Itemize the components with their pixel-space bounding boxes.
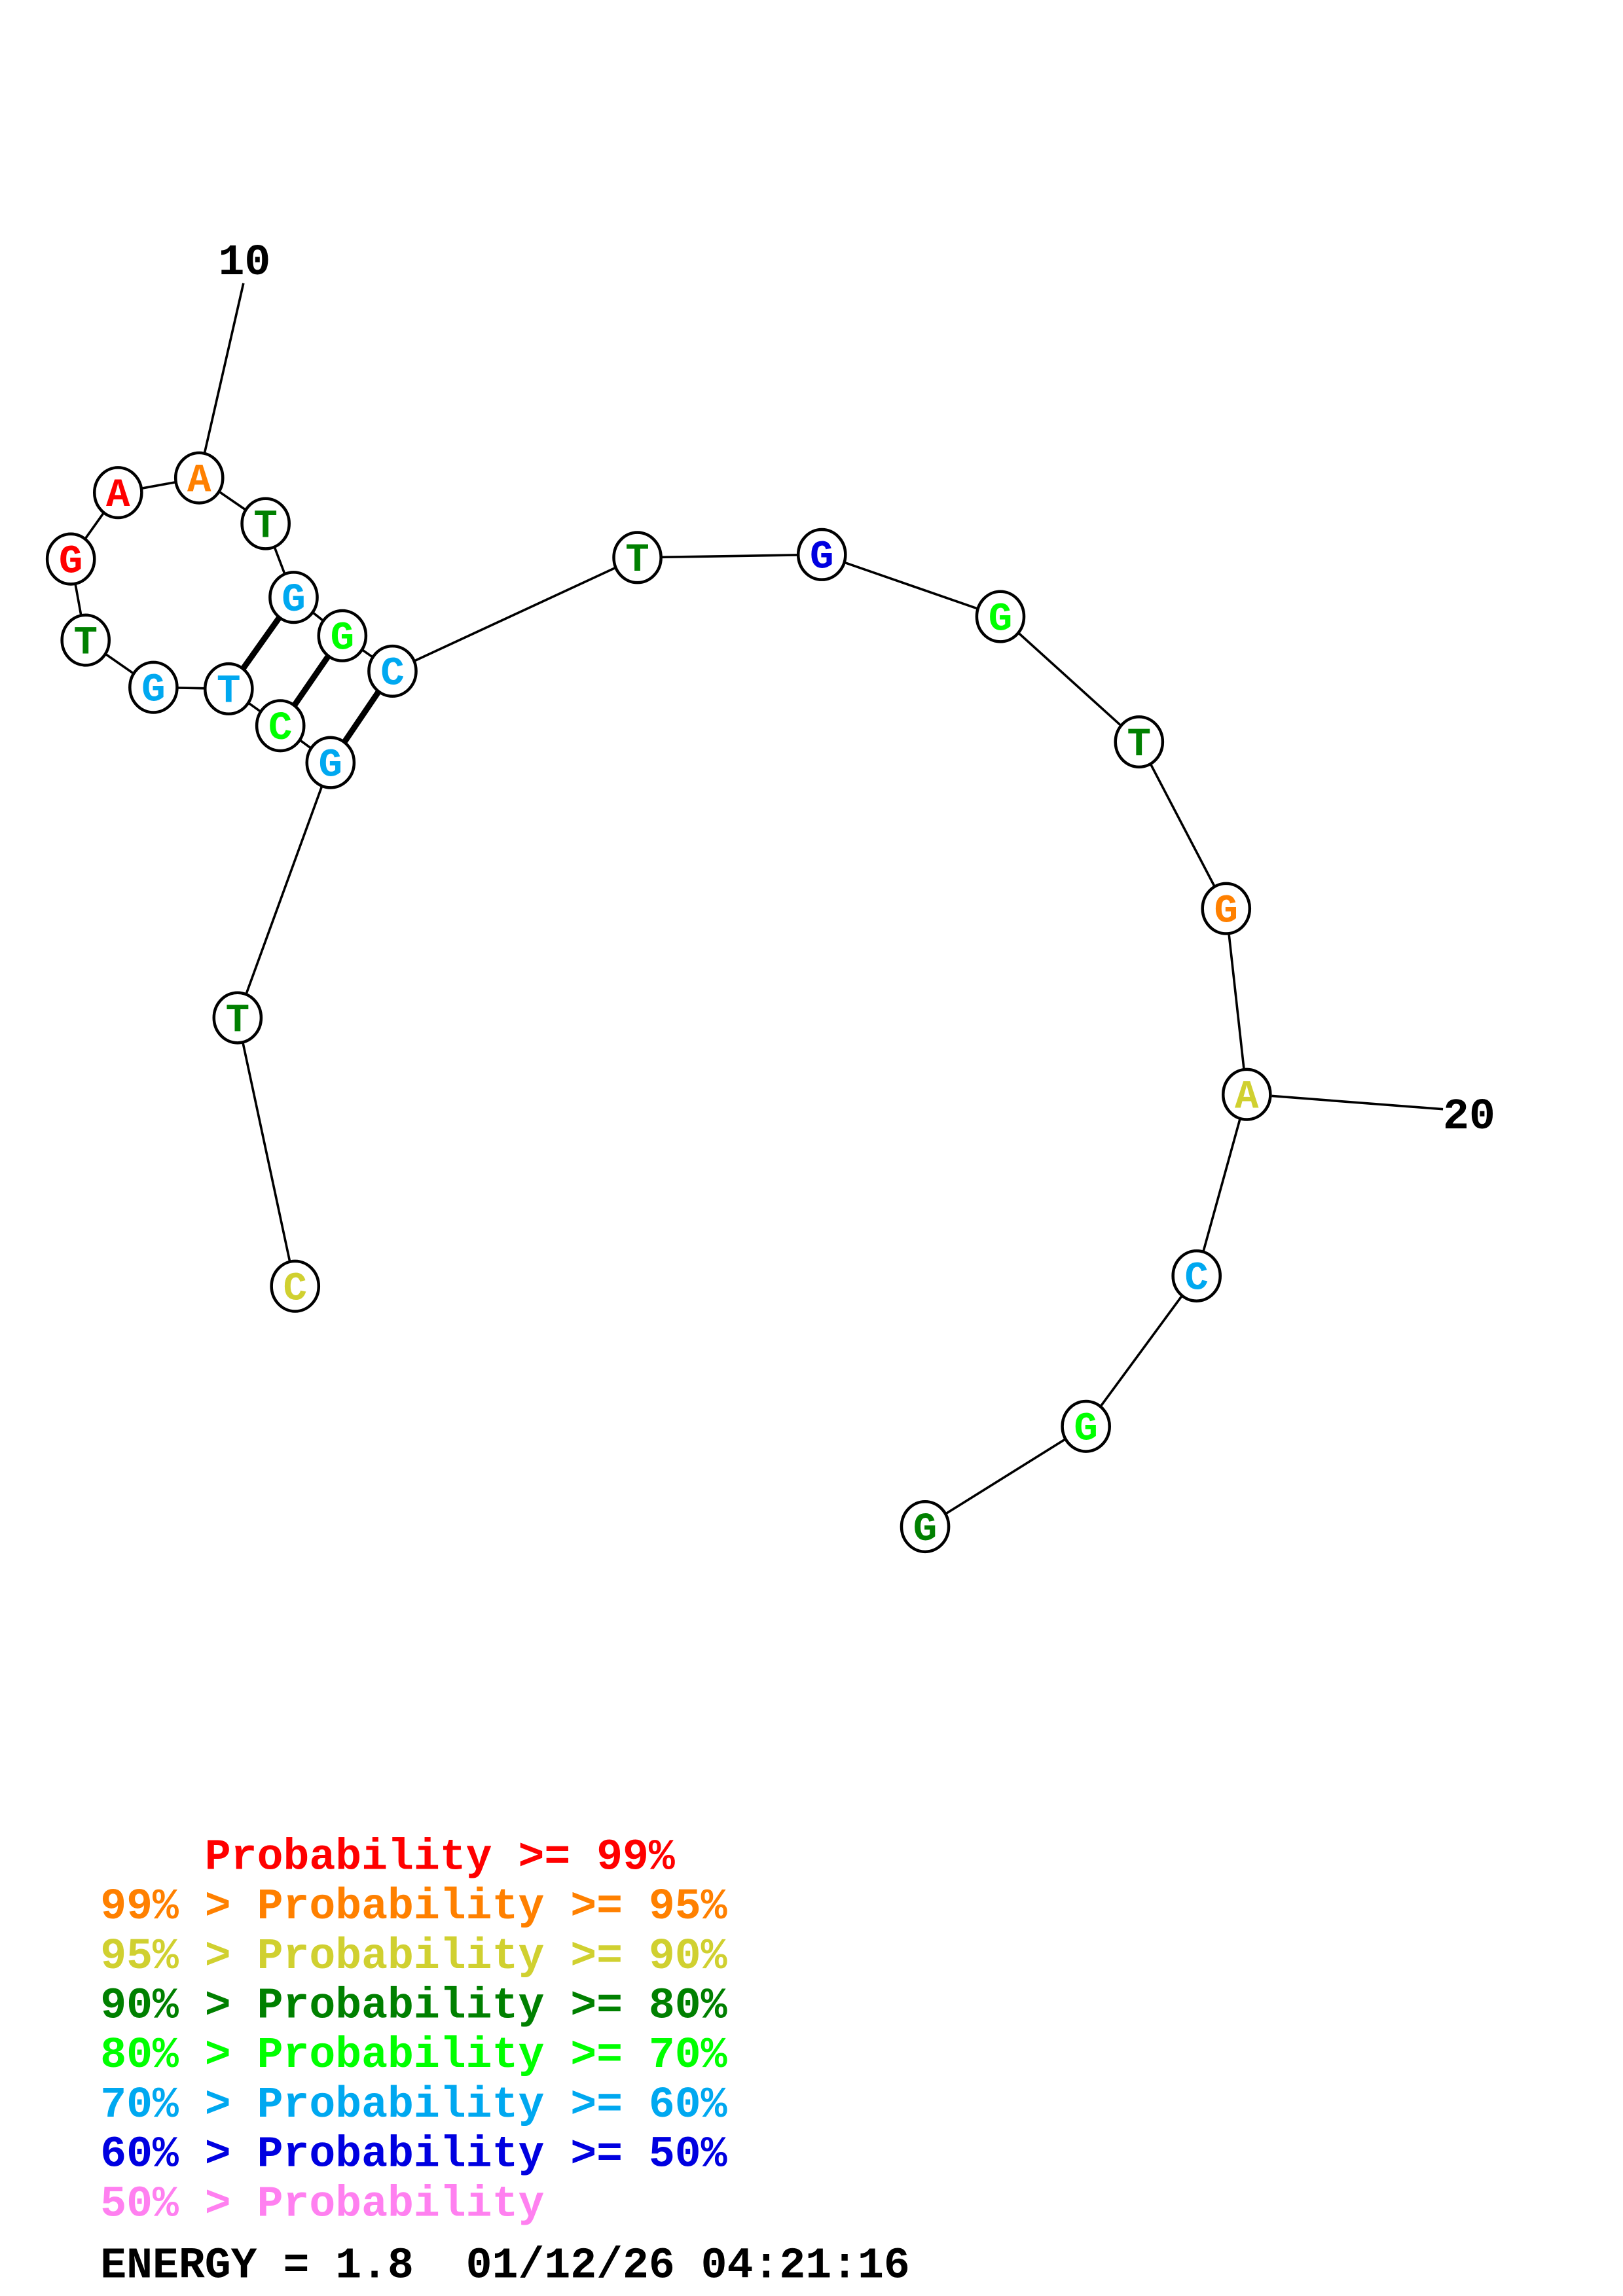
nucleotide-circle [1201, 882, 1252, 935]
nucleotide-circle [60, 613, 111, 667]
legend-line: Probability >= 99% [100, 1833, 675, 1882]
nucleotide-letter: T [625, 538, 649, 583]
backbone-segment [236, 1017, 297, 1287]
nucleotide-letter: T [1127, 723, 1152, 768]
backbone-segment [821, 553, 1001, 618]
nucleotide-letter: G [141, 668, 166, 713]
nucleotide: G [796, 528, 847, 581]
nucleotide-circle [305, 736, 356, 789]
nucleotide: C [255, 699, 306, 753]
nucleotide-letter: G [1074, 1407, 1098, 1452]
nucleotide: G [317, 609, 368, 662]
nucleotide-letter: C [283, 1266, 307, 1312]
nucleotide-circle [240, 497, 291, 550]
nucleotide-circle [1061, 1399, 1111, 1453]
nucleotide-circle [45, 532, 96, 586]
backbone-segment [1138, 741, 1228, 910]
backbone-segment [637, 553, 822, 559]
nucleotide-circle [173, 451, 225, 505]
nucleotide-circle [204, 662, 254, 716]
nucleotide-circle [317, 609, 368, 662]
backbone-segment [236, 762, 332, 1018]
nucleotide: C [367, 644, 418, 698]
nucleotide-circle [975, 590, 1026, 643]
nucleotide-letter: G [989, 597, 1013, 642]
nucleotide-circle [1114, 715, 1165, 769]
nucleotide-letter: G [1214, 889, 1239, 935]
nucleotide-letter: G [913, 1507, 938, 1552]
nucleotide: G [1061, 1399, 1111, 1453]
nucleotide-circle [92, 466, 143, 520]
legend-line: 80% > Probability >= 70% [100, 2031, 727, 2080]
probability-legend: Probability >= 99%99% > Probability >= 9… [100, 1833, 727, 2229]
nucleotide-circle [270, 1259, 321, 1313]
backbone-segment [392, 556, 638, 673]
legend-line: 99% > Probability >= 95% [100, 1882, 727, 1931]
backbone-segment [924, 1425, 1087, 1528]
nucleotide: C [270, 1259, 321, 1313]
nucleotide-letter: G [319, 743, 343, 788]
nucleotide: G [128, 660, 179, 714]
position-label: 10 [219, 238, 271, 287]
nucleotide: A [1222, 1067, 1272, 1121]
legend-line: 60% > Probability >= 50% [100, 2130, 727, 2179]
legend-line: 50% > Probability [100, 2179, 544, 2229]
nucleotide-circle [900, 1499, 951, 1554]
nucleotide: A [92, 466, 143, 520]
nucleotide-letter: A [1235, 1075, 1259, 1120]
nucleotide: C [1171, 1249, 1222, 1302]
nucleotide: G [268, 571, 319, 624]
position-labels: 10 20 [202, 238, 1495, 1141]
nucleotide: T [240, 497, 291, 550]
nucleotide-circle [128, 660, 179, 714]
nucleotide: G [305, 736, 356, 789]
nucleotide-letter: G [331, 617, 355, 662]
position-label: 20 [1443, 1092, 1495, 1141]
backbone-segment [1195, 1094, 1249, 1276]
nucleotide: T [1114, 715, 1165, 769]
nucleotide-circle [367, 644, 418, 698]
legend-line: 70% > Probability >= 60% [100, 2081, 727, 2130]
legend-line: 90% > Probability >= 80% [100, 1982, 727, 2031]
backbone-segment [1085, 1275, 1198, 1427]
nucleotide-circle [612, 531, 663, 584]
nucleotide: T [612, 531, 663, 584]
nucleotide-letter: T [253, 504, 278, 549]
nucleotide-letter: G [282, 578, 306, 623]
nucleotide: G [900, 1499, 951, 1554]
nucleotide: T [60, 613, 111, 667]
position-label-tick [1271, 1094, 1444, 1111]
nucleotide-letter: T [73, 620, 98, 666]
nucleotide-circle [796, 528, 847, 581]
nucleotide-letter: A [187, 458, 211, 503]
nucleotide-letter: C [268, 706, 293, 751]
base-pair-lines [226, 596, 395, 764]
nucleotide-circle [268, 571, 319, 624]
nucleotide: G [45, 532, 96, 586]
legend-line: 95% > Probability >= 90% [100, 1932, 727, 1981]
backbone-segment [1224, 908, 1249, 1095]
energy-footer: ENERGY = 1.8 01/12/26 04:21:16 [100, 2242, 910, 2291]
nucleotide: G [975, 590, 1026, 643]
backbone-segment [999, 615, 1140, 743]
nucleotide-circle [1222, 1067, 1272, 1121]
nucleotide-circle [212, 991, 263, 1045]
nucleotide-letter: G [59, 539, 83, 584]
nucleotide: T [204, 662, 254, 716]
nucleotide: G [1201, 882, 1252, 935]
nucleotide: T [212, 991, 263, 1045]
nucleotide-letter: T [217, 670, 241, 715]
nucleotide-circle [1171, 1249, 1222, 1302]
nucleotide-letter: G [810, 535, 834, 581]
position-label-tick [202, 283, 245, 458]
nucleotide-letter: C [1184, 1257, 1209, 1302]
nucleotide-letter: A [106, 473, 130, 518]
nucleotide: A [173, 451, 225, 505]
nucleotide-letter: T [226, 998, 250, 1043]
nucleotide-letter: C [380, 652, 405, 697]
nucleotide-circle [255, 699, 306, 753]
